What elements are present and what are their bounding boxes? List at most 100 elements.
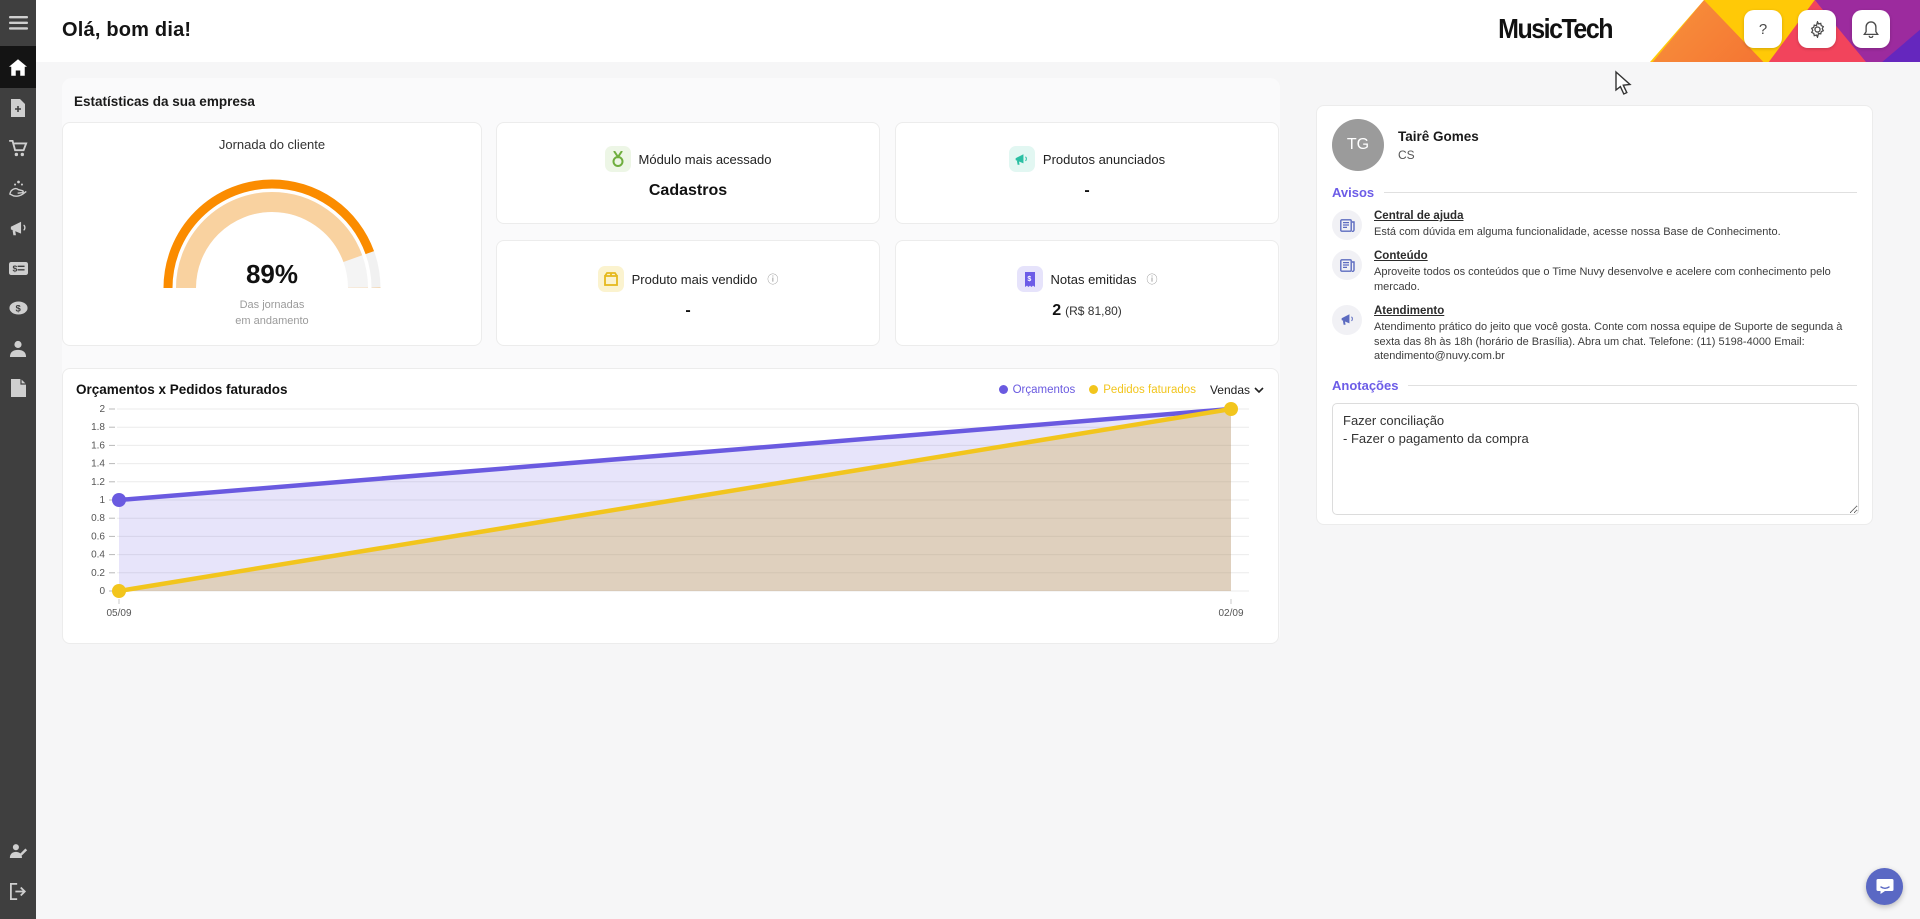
- gear-icon: [1810, 20, 1824, 38]
- svg-text:1.8: 1.8: [91, 422, 105, 433]
- aviso-item-conteudo: Conteúdo Aproveite todos os conteúdos qu…: [1332, 250, 1857, 295]
- legend-item-pedidos-faturados[interactable]: Pedidos faturados: [1089, 384, 1196, 396]
- dollar-coin-icon: $: [8, 301, 28, 315]
- file-icon: [10, 379, 26, 397]
- document-plus-icon: [11, 99, 25, 117]
- gauge-title: Jornada do cliente: [218, 137, 326, 152]
- journey-gauge: [163, 179, 381, 289]
- sidebar-item-reports[interactable]: [0, 368, 36, 408]
- stat-card-invoices-issued: $ Notas emitidas ⓘ 2 (R$ 81,80): [895, 240, 1279, 346]
- notifications-button[interactable]: [1852, 10, 1890, 48]
- svg-text:0.4: 0.4: [91, 550, 105, 561]
- aviso-title-link[interactable]: Conteúdo: [1374, 250, 1428, 262]
- customer-journey-card: Jornada do cliente 89% Das jornadas em a…: [62, 122, 482, 346]
- right-panel: TG Tairê Gomes CS Avisos Central de ajud…: [1316, 105, 1873, 525]
- receipt-icon: $: [1016, 266, 1043, 292]
- stat-value: -: [685, 302, 691, 319]
- chart-filter-label: Vendas: [1209, 382, 1250, 397]
- aviso-item-atendimento: Atendimento Atendimento prático do jeito…: [1332, 304, 1857, 365]
- chevron-down-icon: [1254, 386, 1264, 393]
- home-icon: [9, 58, 27, 76]
- topbar: Olá, bom dia! MusicTech ?: [36, 0, 1920, 62]
- sidebar-item-account[interactable]: [0, 831, 36, 871]
- stat-label: Produtos anunciados: [1042, 151, 1166, 167]
- menu-icon[interactable]: [0, 0, 36, 46]
- stats-section: Estatísticas da sua empresa Jornada do c…: [62, 78, 1280, 644]
- info-icon[interactable]: ⓘ: [767, 274, 779, 286]
- svg-text:0: 0: [99, 586, 105, 597]
- sidebar-item-documents[interactable]: [0, 88, 36, 128]
- aviso-text: Está com dúvida em alguma funcionalidade…: [1374, 226, 1781, 238]
- anotacoes-header: Anotações: [1332, 378, 1857, 393]
- stat-label: Módulo mais acessado: [638, 151, 772, 167]
- news-icon: [1332, 250, 1362, 280]
- sidebar-item-finance[interactable]: [0, 168, 36, 208]
- aviso-text: Aproveite todos os conteúdos que o Time …: [1374, 266, 1831, 293]
- sidebar-item-payments[interactable]: $: [0, 288, 36, 328]
- legend-label: Orçamentos: [1012, 383, 1076, 396]
- bell-icon: [1863, 20, 1879, 38]
- help-icon: ?: [1758, 20, 1768, 38]
- aviso-title-link[interactable]: Central de ajuda: [1374, 210, 1464, 222]
- sidebar-item-home[interactable]: [0, 46, 36, 88]
- user-profile: TG Tairê Gomes CS: [1332, 119, 1857, 171]
- hand-coins-icon: [8, 180, 27, 197]
- stat-label: Notas emitidas: [1050, 271, 1137, 287]
- sidebar: $ $: [0, 0, 36, 919]
- musictech-logo: MusicTech: [1498, 13, 1613, 45]
- divider: [1408, 385, 1857, 387]
- cart-icon: [8, 139, 27, 156]
- stat-card-most-accessed-module: Módulo mais acessado Cadastros: [496, 122, 880, 224]
- svg-text:$: $: [15, 303, 21, 314]
- gauge-caption: Das jornadas em andamento: [235, 299, 309, 327]
- sidebar-item-clients[interactable]: [0, 328, 36, 368]
- aviso-item-central-de-ajuda: Central de ajuda Está com dúvida em algu…: [1332, 210, 1857, 240]
- svg-text:0.2: 0.2: [91, 568, 105, 579]
- help-button[interactable]: ?: [1744, 10, 1782, 48]
- sidebar-item-logout[interactable]: [0, 871, 36, 911]
- stats-section-title: Estatísticas da sua empresa: [74, 94, 255, 109]
- stat-label: Produto mais vendido: [631, 271, 758, 287]
- settings-button[interactable]: [1798, 10, 1836, 48]
- avatar: TG: [1332, 119, 1384, 171]
- annotations-textarea[interactable]: Fazer conciliação - Fazer o pagamento da…: [1332, 403, 1859, 516]
- chat-launcher-button[interactable]: [1866, 868, 1903, 905]
- chart-legend: Orçamentos Pedidos faturados Vendas: [998, 383, 1264, 397]
- legend-label: Pedidos faturados: [1103, 383, 1196, 396]
- svg-text:05/09: 05/09: [106, 608, 131, 619]
- legend-item-orcamentos[interactable]: Orçamentos: [998, 383, 1076, 396]
- avisos-header: Avisos: [1332, 185, 1857, 200]
- stat-value: Cadastros: [648, 182, 728, 199]
- divider: [1384, 192, 1857, 193]
- gauge-value: 89%: [245, 259, 299, 289]
- megaphone-icon: [10, 221, 26, 235]
- svg-text:$: $: [12, 263, 17, 273]
- budgets-vs-orders-chart-card: Orçamentos x Pedidos faturados Orçamento…: [62, 368, 1279, 644]
- svg-text:1: 1: [99, 495, 105, 506]
- user-name: Tairê Gomes: [1398, 128, 1479, 144]
- news-icon: [1332, 210, 1362, 240]
- package-icon: [597, 266, 624, 292]
- sidebar-item-billing[interactable]: $: [0, 248, 36, 288]
- megaphone-icon: [1332, 304, 1362, 335]
- stat-card-best-selling-product: Produto mais vendido ⓘ -: [496, 240, 880, 346]
- svg-text:0.6: 0.6: [91, 531, 105, 542]
- stat-value-detail: (R$ 81,80): [1065, 304, 1122, 318]
- page-title: Olá, bom dia!: [62, 19, 192, 41]
- aviso-text: Atendimento prático do jeito que você go…: [1374, 320, 1843, 363]
- user-role: CS: [1398, 147, 1415, 162]
- medal-icon: [604, 146, 631, 172]
- chart-filter-dropdown[interactable]: Vendas: [1210, 383, 1264, 397]
- logout-icon: [9, 882, 26, 900]
- info-icon[interactable]: ⓘ: [1146, 274, 1158, 286]
- svg-text:$: $: [1027, 276, 1031, 283]
- stat-value: -: [1084, 182, 1090, 199]
- aviso-title-link[interactable]: Atendimento: [1374, 304, 1445, 317]
- sidebar-item-marketing[interactable]: [0, 208, 36, 248]
- chat-bubble-icon: [1876, 879, 1893, 894]
- svg-text:1.6: 1.6: [91, 440, 105, 451]
- legend-dot: [1089, 385, 1099, 394]
- sidebar-item-sales[interactable]: [0, 128, 36, 168]
- area-line-chart: 0 0.2 0.4 0.6 0.8 1 1.2 1.4 1.6 1.8 2 05/09 02/09: [91, 402, 1249, 619]
